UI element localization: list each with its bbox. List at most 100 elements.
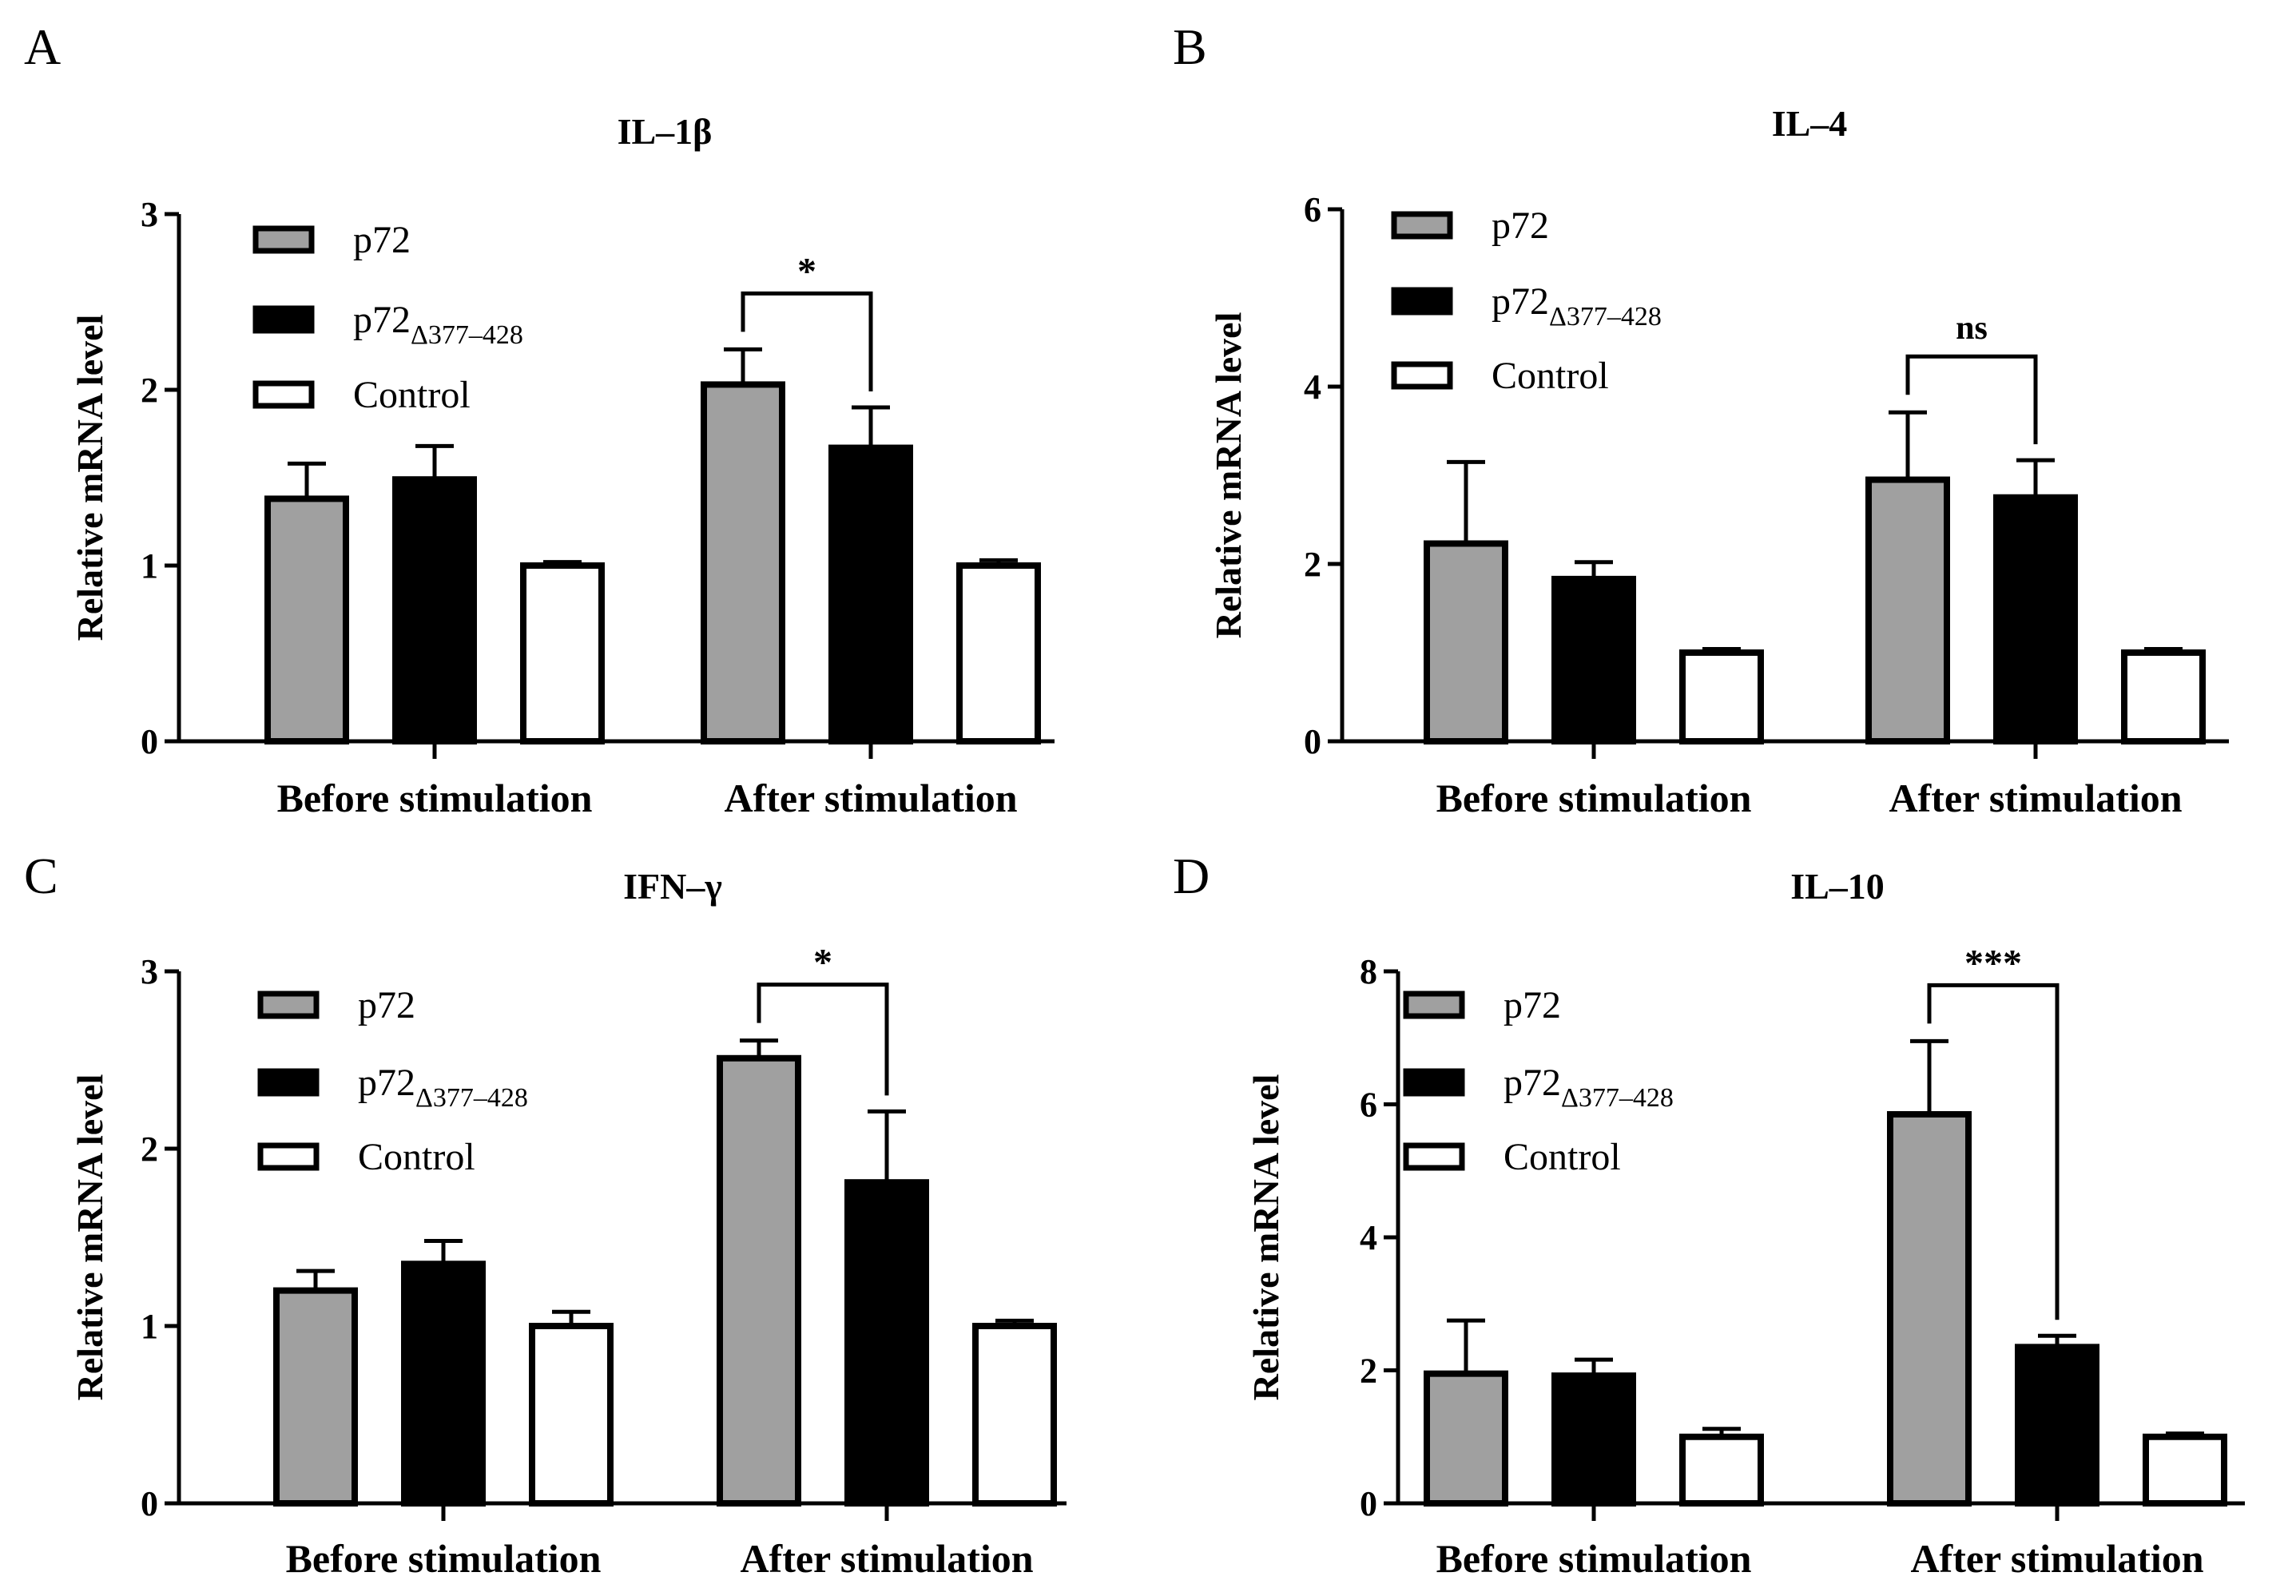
x-tick-label: After stimulation [740, 1536, 1033, 1581]
legend-label-main: p72 [358, 984, 415, 1026]
legend-label: p72 [1504, 984, 1561, 1026]
y-tick-label: 6 [1360, 1086, 1377, 1125]
legend-label-main: p72 [353, 299, 411, 341]
y-axis-label: Relative mRNA level [70, 1074, 110, 1401]
significance-label: * [813, 942, 832, 984]
y-tick-label: 0 [1360, 1484, 1377, 1523]
bar [828, 444, 913, 744]
legend-label-subscript: Δ377–428 [411, 320, 523, 350]
y-tick-label: 2 [141, 1130, 158, 1169]
legend-label: p72 [1492, 204, 1549, 247]
legend-swatch [1391, 361, 1453, 390]
x-tick-label: Before stimulation [286, 1536, 602, 1581]
legend-label: p72Δ377–428 [1492, 280, 1662, 332]
legend-swatch [1403, 1142, 1465, 1171]
y-tick-label: 3 [141, 952, 158, 991]
chart-panel-d: D IL–10 0 2 4 6 8 Relative mRNA level Before sti… [1173, 848, 2245, 1581]
chart-title: IL–1β [618, 111, 713, 152]
panel-letter: C [24, 848, 58, 904]
legend-label: p72 [353, 219, 411, 261]
y-tick-label: 2 [141, 371, 158, 410]
chart-panel-b: B IL–4 0 2 4 6 Relative mRNA level Before stimu… [1173, 18, 2229, 820]
bar [956, 562, 1041, 744]
legend-label-main: p72 [353, 219, 411, 261]
bar [1424, 540, 1508, 744]
bar [1551, 1372, 1636, 1507]
bar [273, 1287, 358, 1507]
bar [844, 1179, 929, 1507]
legend-label: p72Δ377–428 [1504, 1062, 1674, 1113]
bar [1865, 476, 1950, 744]
y-tick-label: 2 [1304, 545, 1321, 584]
y-tick-label: 2 [1360, 1352, 1377, 1391]
x-tick-label: Before stimulation [1436, 1536, 1752, 1581]
y-axis-label: Relative mRNA level [1245, 1074, 1286, 1401]
bar [2143, 1433, 2227, 1507]
y-tick-label: 0 [141, 1484, 158, 1523]
chart-panel-c: C IFN–γ 0 1 2 3 Relative mRNA level Before stim… [24, 848, 1067, 1581]
bar [2015, 1344, 2099, 1507]
legend-swatch [252, 305, 315, 334]
y-tick-label: 1 [141, 1307, 158, 1346]
y-axis-label: Relative mRNA level [1208, 312, 1249, 639]
significance-label: ns [1956, 310, 1988, 347]
legend-label-main: p72 [358, 1062, 415, 1104]
legend-swatch [257, 1142, 320, 1171]
chart-title: IL–10 [1790, 866, 1885, 907]
legend-label-main: Control [358, 1136, 475, 1178]
legend-label: Control [1504, 1136, 1621, 1178]
legend-swatch [1391, 211, 1453, 240]
significance-label: *** [1964, 942, 2022, 984]
panel-letter: B [1173, 18, 1207, 75]
bar [1993, 494, 2078, 744]
bar [1679, 1433, 1764, 1507]
bar [1424, 1370, 1508, 1507]
legend-swatch [1391, 287, 1453, 316]
y-axis-label: Relative mRNA level [70, 315, 110, 641]
bar [701, 381, 785, 744]
bar [264, 495, 349, 745]
bar [972, 1323, 1057, 1507]
x-tick-label: After stimulation [1889, 776, 2182, 820]
legend-swatch [257, 991, 320, 1019]
legend-swatch [1403, 1068, 1465, 1097]
bar [1679, 649, 1764, 744]
legend-label: p72Δ377–428 [358, 1062, 528, 1113]
legend-label: Control [1492, 355, 1609, 397]
chart-title: IL–4 [1772, 103, 1848, 144]
significance-bracket [741, 291, 873, 391]
legend-label-main: p72 [1504, 984, 1561, 1026]
x-tick-label: After stimulation [1910, 1536, 2203, 1581]
legend-label-subscript: Δ377–428 [1561, 1083, 1674, 1113]
y-tick-label: 3 [141, 195, 158, 234]
legend-label-main: Control [1504, 1136, 1621, 1178]
legend-label-main: p72 [1492, 204, 1549, 247]
legend-label: p72Δ377–428 [353, 299, 523, 350]
bar [717, 1054, 801, 1507]
y-tick-label: 4 [1304, 367, 1321, 407]
y-tick-label: 1 [141, 546, 158, 586]
legend-label-subscript: Δ377–428 [415, 1083, 528, 1113]
panel-letter: A [24, 18, 61, 75]
legend-swatch [252, 380, 315, 409]
legend-swatch [252, 225, 315, 254]
chart-panel-a: A IL–1β 0 1 2 3 Relative mRNA level Before stim… [24, 18, 1055, 820]
legend-label-main: p72 [1492, 280, 1549, 323]
legend-label-main: Control [353, 374, 471, 416]
bar [529, 1323, 614, 1507]
bar [401, 1261, 486, 1507]
x-tick-label: Before stimulation [277, 776, 593, 820]
bar [392, 476, 477, 744]
legend-label: Control [358, 1136, 475, 1178]
bar [2121, 649, 2206, 744]
legend-label-subscript: Δ377–428 [1549, 302, 1662, 332]
bar [520, 562, 605, 744]
bar [1887, 1110, 1972, 1507]
x-tick-label: Before stimulation [1436, 776, 1752, 820]
significance-bracket [1905, 354, 2038, 445]
y-tick-label: 8 [1360, 952, 1377, 991]
panel-letter: D [1173, 848, 1210, 904]
significance-bracket [757, 983, 889, 1096]
legend-label: p72 [358, 984, 415, 1026]
